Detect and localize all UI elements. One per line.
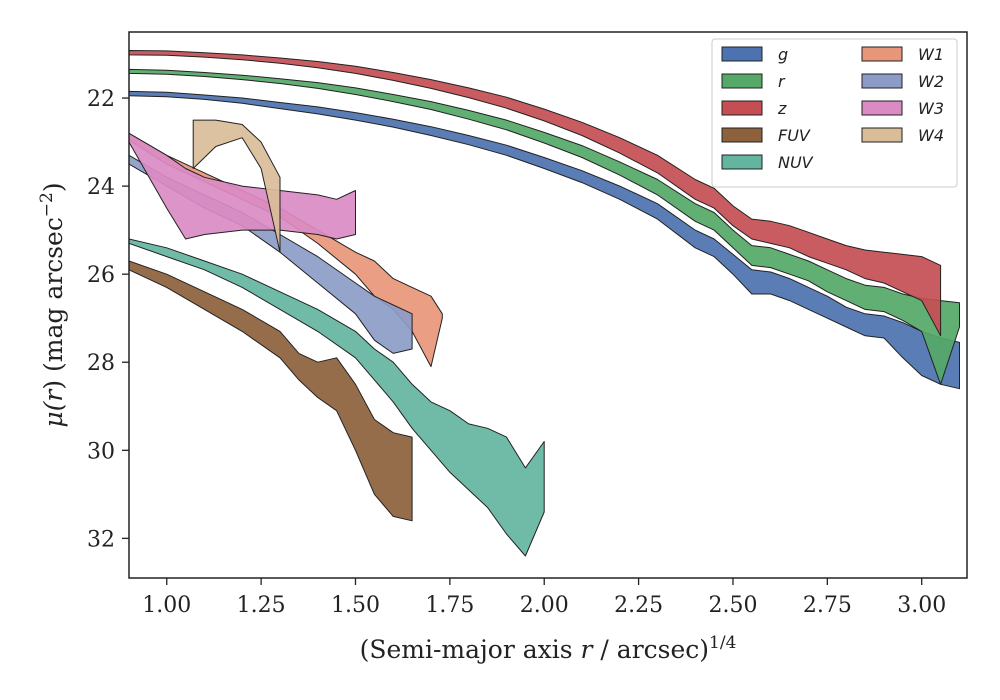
band-r [129,68,960,385]
legend-swatch-r [721,73,763,89]
x-tick-label: 2.75 [803,593,852,618]
legend-label-w4: W4 [918,126,944,145]
legend-swatch-nuv [721,154,763,170]
y-tick-label: 26 [87,263,115,288]
legend-label-fuv: FUV [778,126,811,145]
y-tick-label: 32 [87,527,115,552]
x-tick-label: 2.00 [520,593,569,618]
plot-frame [128,31,968,579]
legend-label-w1: W1 [918,45,944,64]
x-axis: 1.00 1.25 1.50 1.75 2.00 2.25 2.50 2.75 3.00 [142,578,946,618]
band-w3 [129,132,356,240]
legend-swatch-g [721,46,763,62]
band-z [129,50,942,337]
legend-swatch-w2 [861,73,903,89]
band-w4 [192,119,281,253]
x-tick-label: 1.25 [237,593,286,618]
legend-label-g: g [778,45,788,64]
band-nuv [129,238,545,557]
legend: grz FUV NUV W1 W2 W3 W4 [711,38,958,188]
band-fuv [129,260,413,522]
x-tick-label: 2.25 [614,593,663,618]
x-tick-label: 1.00 [142,593,191,618]
x-tick-label: 2.50 [708,593,757,618]
x-tick-label: 3.00 [897,593,946,618]
legend-swatch-w1 [861,46,903,62]
legend-swatch-w3 [861,100,903,116]
legend-swatch-w4 [861,127,903,143]
legend-label-z: z [777,99,787,118]
y-tick-label: 30 [87,439,115,464]
legend-swatch-z [721,100,763,116]
legend-label-nuv: NUV [778,153,814,172]
y-axis: 22 24 26 28 30 32 [87,87,129,552]
x-axis-label: (Semi-major axis r / arcsec)1/4 [360,633,737,664]
y-tick-label: 28 [87,351,115,376]
legend-label-w2: W2 [918,72,944,91]
x-tick-label: 1.50 [331,593,380,618]
legend-swatch-fuv [721,127,763,143]
x-tick-label: 1.75 [425,593,474,618]
legend-label-r: r [778,72,786,91]
band-g [129,90,960,390]
y-axis-label: μ(r) (mag arcsec−2) [37,182,68,427]
y-tick-label: 24 [87,175,115,200]
y-tick-label: 22 [87,87,115,112]
series-layer [129,50,960,557]
legend-label-w3: W3 [918,99,944,118]
